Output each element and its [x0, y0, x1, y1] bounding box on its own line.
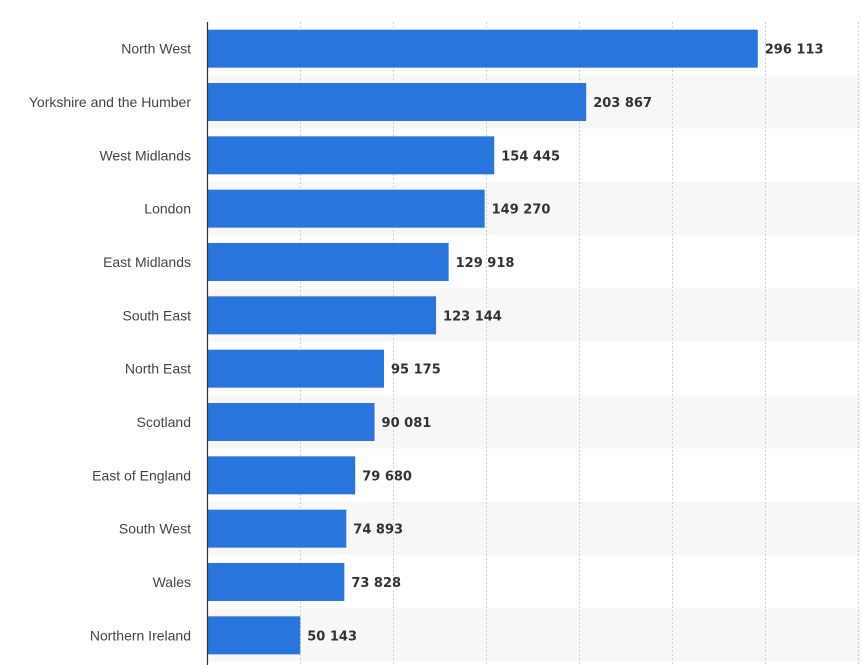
value-label: 73 828 — [351, 576, 401, 591]
bar[interactable] — [207, 296, 437, 335]
bar[interactable] — [207, 349, 385, 388]
category-label: Wales — [153, 574, 191, 590]
bar[interactable] — [207, 563, 345, 601]
category-label: Yorkshire and the Humber — [29, 94, 191, 110]
bar[interactable] — [207, 616, 301, 655]
category-label: East of England — [92, 467, 191, 483]
value-label: 74 893 — [353, 523, 403, 538]
category-label: North East — [125, 361, 191, 377]
category-labels: North West Yorkshire and the Humber West M… — [29, 41, 191, 644]
bar[interactable] — [207, 83, 587, 121]
value-label: 203 867 — [593, 96, 652, 111]
value-label: 154 445 — [501, 149, 560, 164]
value-label: 149 270 — [492, 203, 551, 218]
bar[interactable] — [207, 189, 485, 228]
category-label: Scotland — [137, 414, 191, 430]
value-label: 95 175 — [391, 363, 441, 378]
bar[interactable] — [207, 136, 495, 175]
category-label: South West — [119, 521, 191, 537]
bars — [207, 29, 758, 655]
gridlines — [300, 22, 859, 665]
bar[interactable] — [207, 29, 758, 68]
value-label: 123 144 — [443, 309, 502, 324]
category-label: West Midlands — [99, 147, 191, 163]
category-label: East Midlands — [103, 254, 191, 270]
value-label: 129 918 — [456, 256, 515, 271]
row-band — [207, 608, 861, 662]
category-label: South East — [123, 307, 192, 323]
value-label: 50 143 — [307, 629, 357, 644]
category-label: North West — [121, 41, 191, 57]
value-label: 79 680 — [362, 469, 412, 484]
bar[interactable] — [207, 403, 375, 441]
category-label: Northern Ireland — [90, 627, 191, 643]
value-labels: 296 113 203 867 154 445 149 270 129 918 123 1… — [307, 43, 823, 645]
value-label: 90 081 — [382, 416, 432, 431]
category-label: London — [144, 201, 191, 217]
bar[interactable] — [207, 509, 347, 548]
bar[interactable] — [207, 456, 356, 495]
value-label: 296 113 — [765, 43, 824, 58]
bar[interactable] — [207, 243, 449, 281]
